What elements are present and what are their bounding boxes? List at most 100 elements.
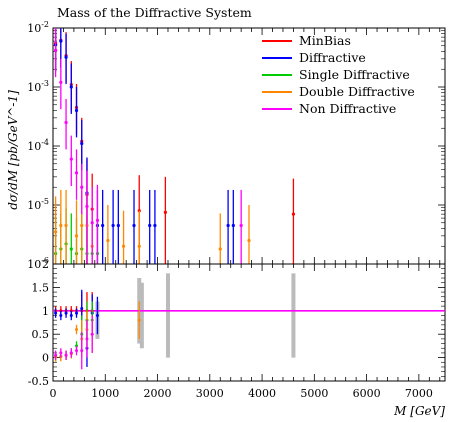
y-tick-label-ratio: 0 bbox=[42, 352, 49, 365]
y-tick-label-main: 10-5 bbox=[27, 197, 49, 212]
data-point bbox=[59, 80, 63, 84]
y-tick-label-main: 10-3 bbox=[27, 79, 49, 94]
data-point bbox=[291, 212, 296, 216]
data-point bbox=[116, 223, 120, 228]
y-tick-label-ratio: 1.5 bbox=[32, 281, 50, 294]
data-point bbox=[74, 108, 79, 113]
data-point bbox=[153, 223, 157, 228]
y-tick-label-ratio: 2 bbox=[42, 258, 49, 271]
ratio-plot-frame bbox=[52, 263, 446, 382]
x-axis-label: M [GeV] bbox=[393, 404, 445, 418]
y-tick-label-exponent: -3 bbox=[41, 79, 49, 88]
y-axis-label: dσ/dM [pb/GeV^-1] bbox=[6, 90, 20, 210]
data-point bbox=[69, 85, 73, 89]
data-point bbox=[85, 204, 89, 208]
ratio-data-point bbox=[85, 337, 89, 341]
x-tick-label: 1000 bbox=[91, 387, 119, 400]
x-tick-label: 0 bbox=[50, 387, 57, 400]
ratio-data-point bbox=[75, 349, 79, 353]
y-tick-label-ratio: 0.5 bbox=[32, 328, 50, 341]
series-double-diffractive bbox=[54, 189, 251, 264]
ratio-data-point bbox=[75, 311, 79, 315]
data-point bbox=[64, 120, 68, 125]
y-tick-label-ratio: 1 bbox=[42, 305, 49, 318]
data-point bbox=[80, 223, 84, 228]
data-point bbox=[80, 141, 84, 146]
data-point bbox=[163, 210, 167, 214]
data-point bbox=[121, 244, 126, 248]
data-point bbox=[218, 247, 222, 251]
y-tick-label-exponent: -4 bbox=[41, 138, 49, 147]
legend-label: Diffractive bbox=[299, 50, 366, 65]
data-point bbox=[64, 223, 68, 228]
ratio-data-point bbox=[54, 353, 58, 357]
main-panel bbox=[52, 27, 446, 265]
data-point bbox=[101, 223, 105, 228]
y-tick-label-main: 10-4 bbox=[27, 138, 49, 153]
series-non-diffractive bbox=[54, 28, 243, 264]
data-point bbox=[231, 223, 235, 228]
x-tick-label: 7000 bbox=[405, 387, 433, 400]
y-tick-label-base: 10 bbox=[27, 199, 41, 212]
x-tick-label: 6000 bbox=[353, 387, 381, 400]
y-tick-label-base: 10 bbox=[27, 81, 41, 94]
ratio-data-point bbox=[69, 351, 73, 355]
data-point bbox=[137, 244, 141, 248]
ratio-uncertainty-band bbox=[139, 282, 144, 349]
y-tick-label-ratio: -0.5 bbox=[28, 375, 49, 388]
y-tick-label-main: 10-2 bbox=[27, 20, 49, 35]
y-tick-label-exponent: -5 bbox=[41, 197, 49, 206]
data-point bbox=[111, 223, 115, 228]
ratio-data-point bbox=[75, 328, 79, 332]
data-point bbox=[106, 238, 110, 243]
ratio-data-point bbox=[80, 349, 84, 353]
y-tick-label-base: 10 bbox=[27, 22, 41, 35]
x-tick-label: 3000 bbox=[196, 387, 224, 400]
x-tick-label: 2000 bbox=[144, 387, 172, 400]
legend-label: MinBias bbox=[299, 33, 351, 48]
data-point bbox=[54, 230, 58, 234]
legend: MinBias Diffractive Single Diffractive Doub… bbox=[262, 33, 415, 116]
ratio-uncertainty-band bbox=[165, 273, 170, 358]
x-tick-label: 5000 bbox=[300, 387, 328, 400]
data-point bbox=[59, 223, 63, 228]
series-minbias bbox=[54, 28, 296, 264]
data-point bbox=[64, 55, 68, 59]
ratio-data-point bbox=[90, 332, 94, 336]
y-tick-label-base: 10 bbox=[27, 140, 41, 153]
data-point bbox=[90, 221, 94, 225]
chart-title: Mass of the Diffractive System bbox=[57, 5, 252, 20]
x-tick-label: 4000 bbox=[248, 387, 276, 400]
ratio-data-point bbox=[137, 318, 141, 322]
ratio-data-point bbox=[59, 313, 63, 317]
y-axis-label-text: dσ/dM [pb/GeV^-1] bbox=[6, 90, 20, 210]
data-point bbox=[132, 223, 136, 228]
data-point bbox=[95, 218, 100, 222]
legend-label: Non Diffractive bbox=[299, 101, 396, 116]
ratio-data-point bbox=[64, 353, 68, 357]
ratio-data-point bbox=[54, 311, 58, 315]
data-point bbox=[239, 223, 243, 228]
ratio-uncertainty-band bbox=[291, 273, 296, 358]
legend-label: Single Diffractive bbox=[299, 67, 410, 82]
ratio-data-point bbox=[69, 313, 73, 317]
ratio-data-point bbox=[80, 306, 84, 310]
legend-label: Double Diffractive bbox=[299, 84, 415, 99]
y-tick-label-exponent: -2 bbox=[41, 20, 49, 29]
data-point bbox=[137, 209, 141, 213]
data-point bbox=[148, 223, 152, 228]
ratio-data-point bbox=[95, 313, 99, 317]
ratio-panel bbox=[52, 263, 446, 382]
data-point bbox=[74, 171, 79, 175]
data-point bbox=[59, 39, 63, 43]
data-point bbox=[54, 48, 58, 52]
data-point bbox=[247, 238, 251, 243]
data-point bbox=[69, 247, 73, 251]
y-tick-label-exponent: -6 bbox=[41, 256, 49, 265]
data-point bbox=[74, 234, 79, 238]
data-point bbox=[80, 185, 84, 189]
ratio-series-non-diffractive bbox=[54, 315, 94, 370]
y-tick-label-main: 10-6 bbox=[27, 256, 49, 271]
data-point bbox=[69, 157, 73, 161]
